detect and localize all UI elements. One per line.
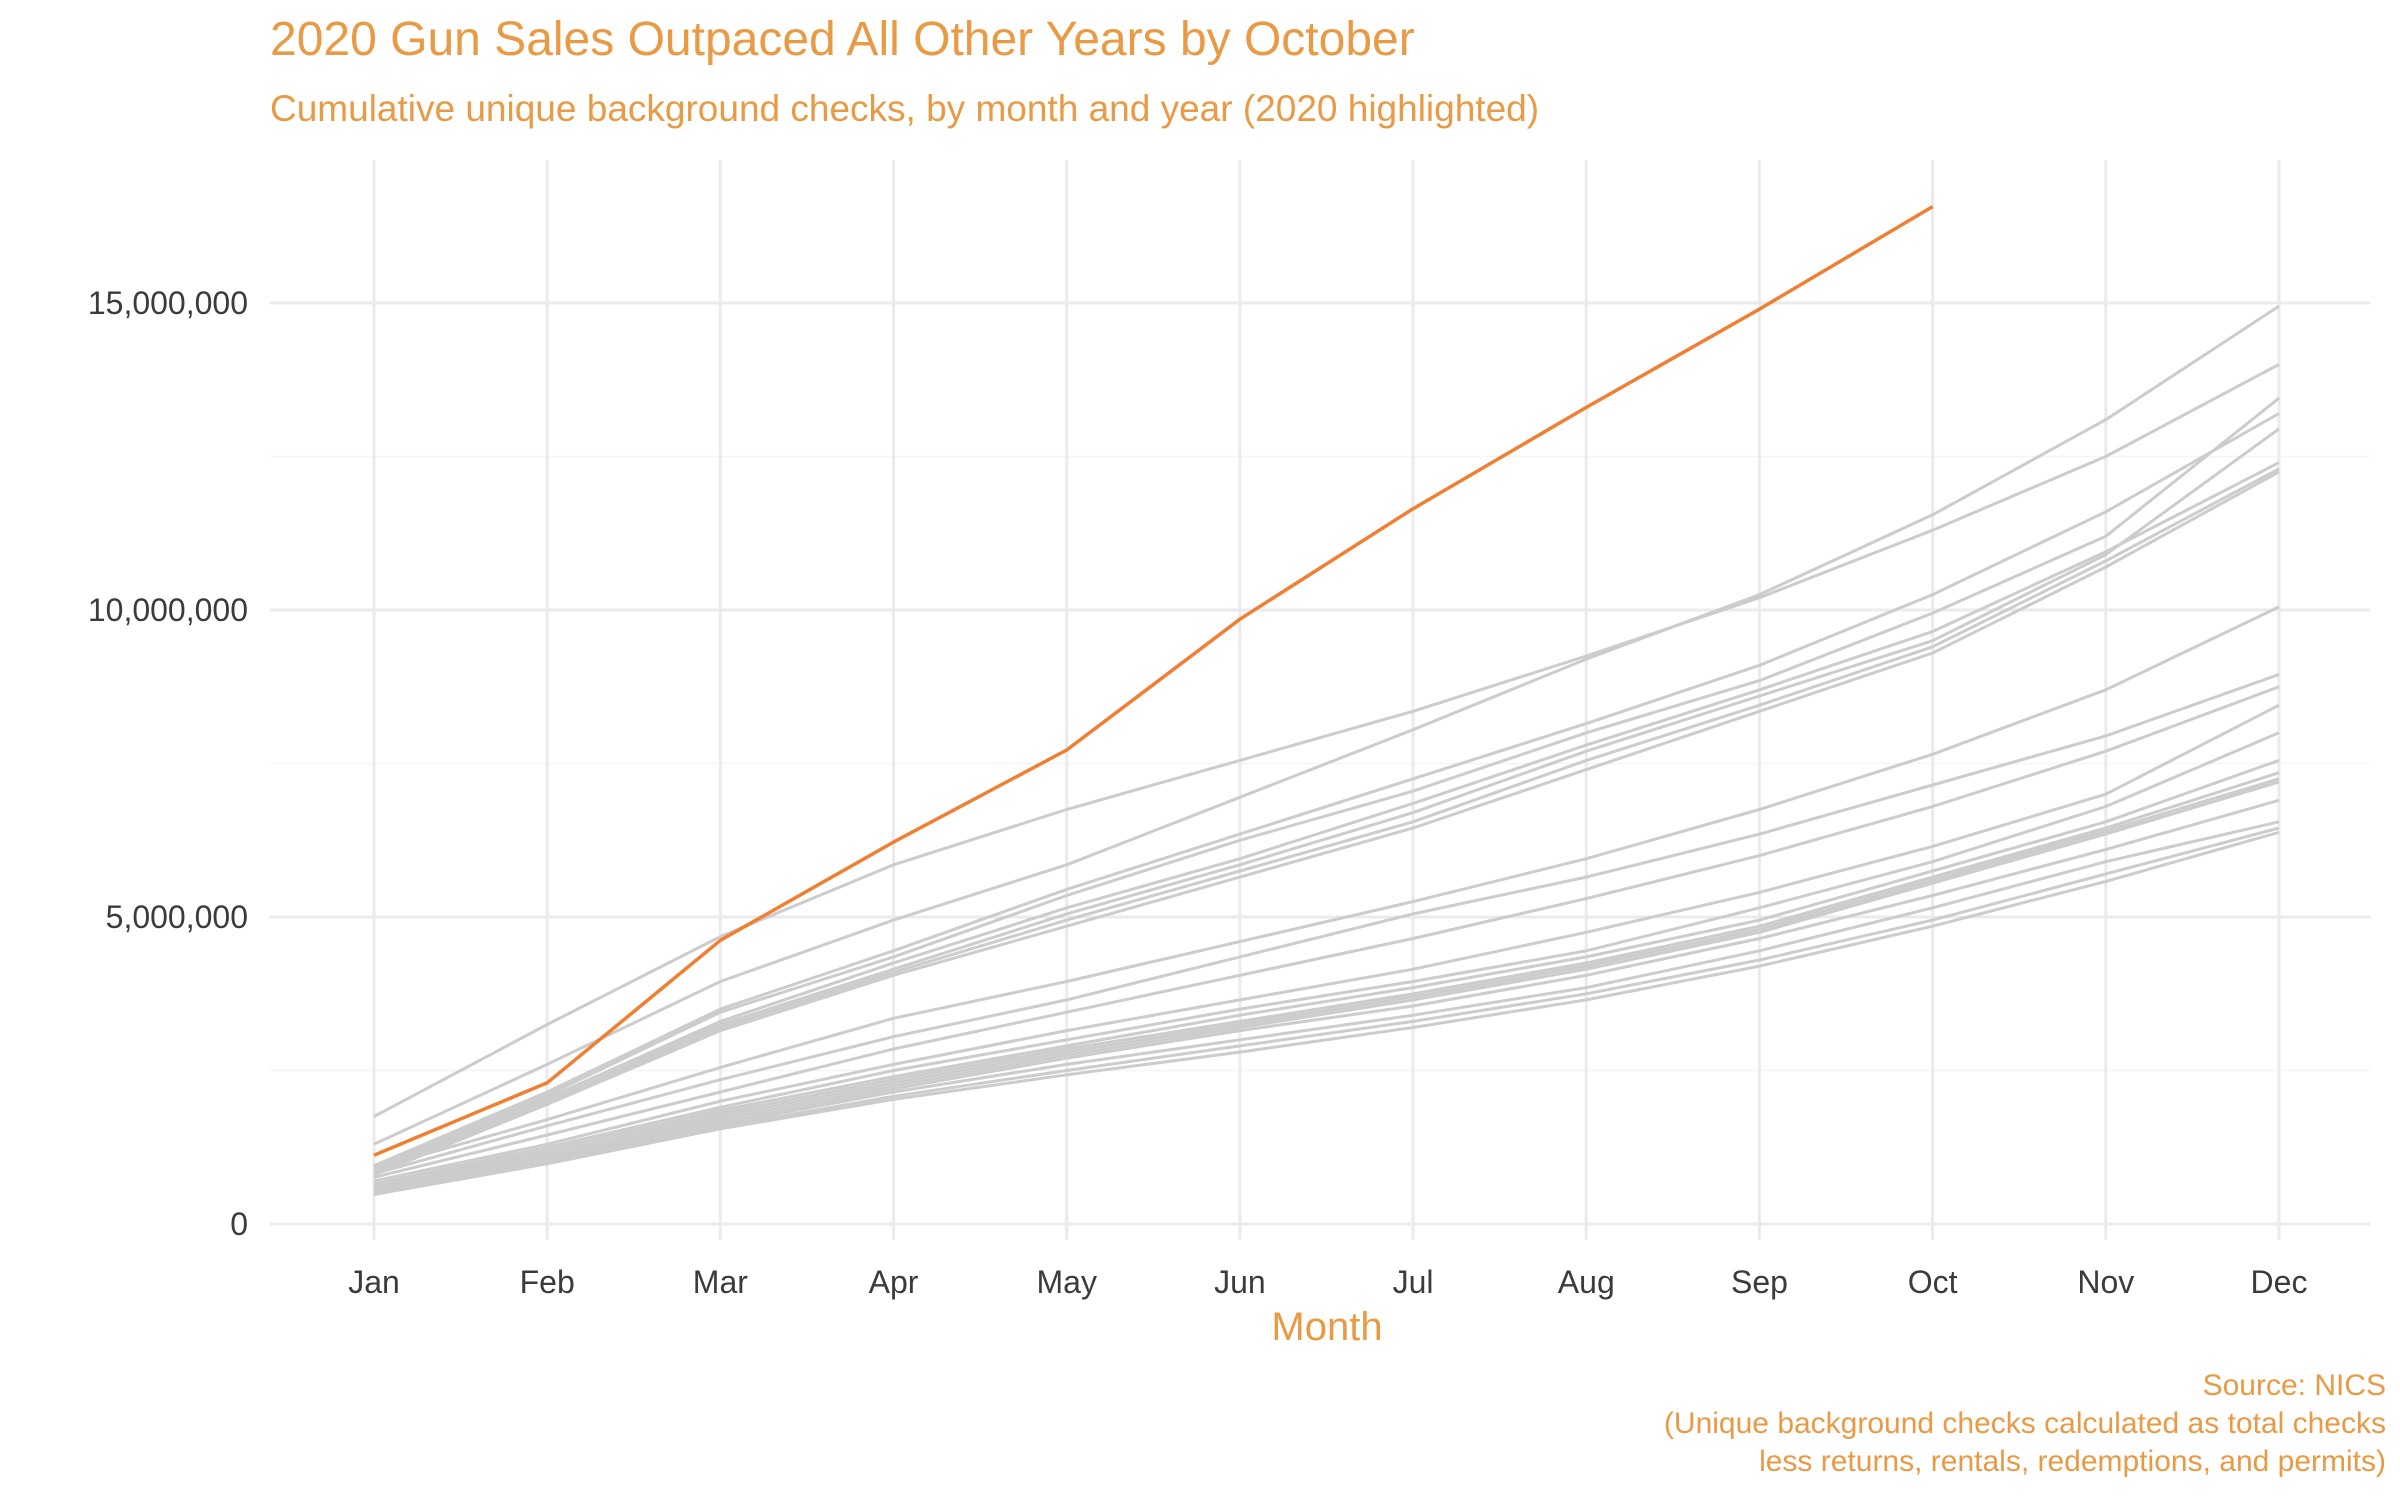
series-line [373, 731, 2280, 1186]
series-line [373, 673, 2280, 1176]
x-axis-title: Month [1271, 1305, 1382, 1349]
x-tick-label: Oct [1908, 1264, 1958, 1300]
series-line [373, 470, 2280, 1177]
series-line [373, 771, 2280, 1189]
x-tick-label: Jun [1214, 1264, 1266, 1300]
series-lines [373, 304, 2280, 1196]
series-line [373, 826, 2280, 1195]
series-line [373, 685, 2280, 1179]
series-line [373, 758, 2280, 1188]
x-tick-label: Jan [348, 1264, 400, 1300]
series-line [373, 798, 2280, 1193]
highlight-series [373, 205, 1934, 1157]
series-line [373, 412, 2280, 1168]
series-line [373, 820, 2280, 1194]
caption: Source: NICS (Unique background checks c… [1664, 1367, 2386, 1481]
series-line [373, 461, 2280, 1172]
x-tick-label: Jul [1393, 1264, 1434, 1300]
caption-note-line-2: less returns, rentals, redemptions, and … [1759, 1445, 2386, 1478]
y-tick-label: 15,000,000 [88, 285, 248, 321]
x-tick-label: Nov [2077, 1264, 2134, 1300]
series-line [373, 427, 2280, 1174]
series-line [373, 363, 2280, 1118]
series-line [373, 605, 2280, 1171]
series-line [373, 467, 2280, 1175]
series-line [373, 304, 2280, 1146]
caption-note-line-1: (Unique background checks calculated as … [1663, 1407, 2386, 1440]
x-tick-label: Apr [869, 1264, 919, 1300]
y-tick-label: 5,000,000 [106, 899, 248, 935]
series-line [373, 703, 2280, 1183]
series-line [373, 777, 2280, 1190]
x-tick-label: Aug [1558, 1264, 1615, 1300]
chart-subtitle: Cumulative unique background checks, by … [270, 88, 1540, 129]
caption-source: Source: NICS [2202, 1369, 2386, 1402]
x-tick-label: Feb [520, 1264, 575, 1300]
x-tick-label: Dec [2251, 1264, 2308, 1300]
chart-title: 2020 Gun Sales Outpaced All Other Years … [270, 13, 1415, 66]
series-line-2020 [373, 205, 1934, 1157]
x-tick-label: Mar [693, 1264, 748, 1300]
x-tick-label: May [1037, 1264, 1097, 1300]
x-axis-ticks: Jan Feb Mar Apr May Jun Jul Aug Sep Oct Nov Dec [348, 1264, 2307, 1300]
series-line [373, 397, 2280, 1171]
series-line [373, 780, 2280, 1192]
y-tick-label: 10,000,000 [88, 592, 248, 628]
y-tick-label: 0 [230, 1206, 248, 1242]
x-tick-label: Sep [1731, 1264, 1788, 1300]
y-axis-ticks: 0 5,000,000 10,000,000 15,000,000 [88, 285, 248, 1242]
series-line [373, 830, 2280, 1196]
